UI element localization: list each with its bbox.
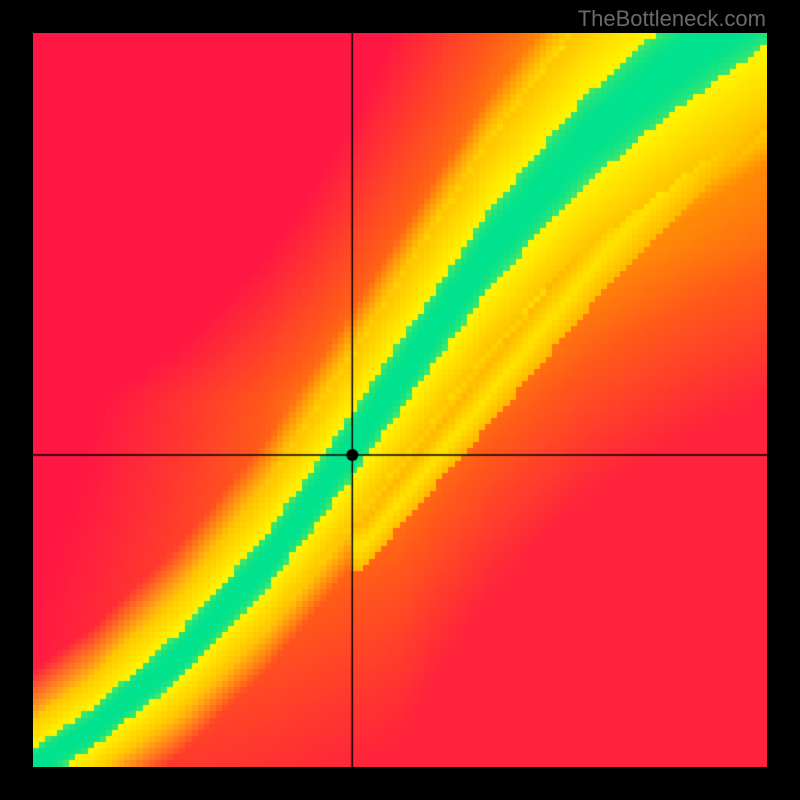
heatmap-plot: [33, 33, 767, 767]
heatmap-canvas: [33, 33, 767, 767]
chart-container: TheBottleneck.com: [0, 0, 800, 800]
watermark-text: TheBottleneck.com: [578, 6, 766, 32]
